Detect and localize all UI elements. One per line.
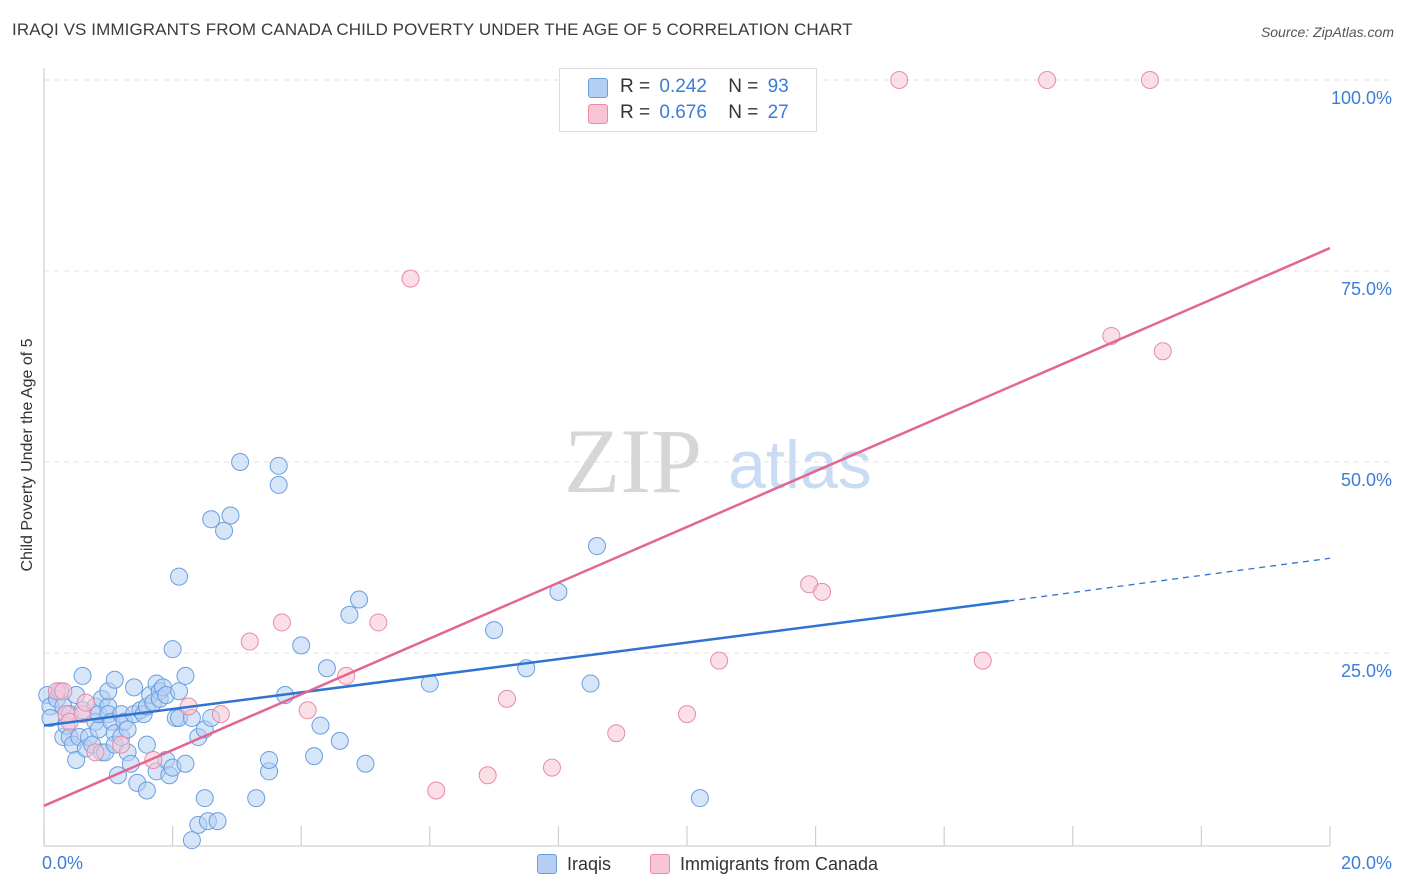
point-iraqis: [690, 789, 709, 808]
point-iraqis: [350, 590, 369, 609]
point-canada: [112, 735, 131, 754]
watermark: ZIP atlas: [564, 410, 872, 512]
point-canada: [401, 269, 420, 288]
point-canada: [76, 693, 95, 712]
point-canada: [211, 705, 230, 724]
trendline-canada: [43, 246, 1331, 807]
point-iraqis: [330, 731, 349, 750]
point-canada: [607, 724, 626, 743]
point-canada: [1140, 71, 1159, 89]
point-iraqis: [317, 659, 336, 678]
legend-r-label: R =: [620, 102, 651, 123]
point-canada: [542, 758, 561, 777]
point-canada: [1153, 342, 1172, 361]
point-iraqis: [221, 506, 240, 525]
legend-swatch-pink: [588, 104, 608, 124]
y-tick-label: 50.0%: [1341, 470, 1392, 490]
gridlines: [44, 79, 1390, 654]
point-canada: [973, 651, 992, 670]
trendline-iraqis: [43, 599, 1009, 727]
point-iraqis: [305, 747, 324, 766]
point-canada: [1038, 71, 1057, 89]
point-iraqis: [231, 453, 250, 471]
point-iraqis: [170, 567, 189, 586]
point-iraqis: [176, 754, 195, 773]
point-iraqis: [587, 537, 606, 556]
legend-n-value: 27: [767, 102, 789, 123]
y-tick-label: 100.0%: [1331, 88, 1392, 108]
source-label: Source: ZipAtlas.com: [1260, 24, 1394, 40]
trendline-iraqis-extension: [1008, 557, 1331, 602]
point-canada: [240, 632, 259, 651]
chart-title: IRAQI VS IMMIGRANTS FROM CANADA CHILD PO…: [12, 20, 853, 39]
point-canada: [678, 705, 696, 724]
legend-n-value: 93: [767, 76, 789, 97]
points-iraqis: [38, 453, 709, 850]
point-iraqis: [269, 456, 288, 475]
watermark-zip: ZIP: [564, 410, 702, 512]
legend-n-label: N =: [728, 102, 759, 123]
point-canada: [54, 682, 73, 701]
tick-labels: 25.0% 50.0% 75.0% 100.0% 0.0% 20.0%: [42, 88, 1392, 873]
point-iraqis: [137, 781, 156, 800]
points-canada: [47, 71, 1172, 800]
point-iraqis: [118, 720, 137, 739]
point-iraqis: [208, 812, 227, 831]
point-iraqis: [176, 666, 195, 685]
point-iraqis: [137, 735, 156, 754]
point-canada: [813, 582, 832, 601]
point-iraqis: [67, 750, 86, 769]
point-iraqis: [215, 521, 234, 540]
legend-n-label: N =: [728, 76, 759, 97]
point-iraqis: [195, 789, 214, 808]
bottom-legend-canada: Immigrants from Canada: [650, 852, 878, 876]
point-canada: [272, 613, 291, 632]
correlation-legend: R = 0.242 N = 93 R = 0.676 N = 27: [559, 68, 817, 132]
point-iraqis: [247, 789, 266, 808]
point-iraqis: [125, 678, 144, 697]
bottom-legend-iraqis: Iraqis: [537, 852, 611, 876]
y-tick-label: 75.0%: [1341, 279, 1392, 299]
bottom-legend-label: Immigrants from Canada: [680, 853, 879, 874]
point-iraqis: [581, 674, 600, 693]
point-canada: [298, 701, 317, 720]
point-canada: [369, 613, 388, 632]
point-iraqis: [260, 750, 279, 769]
trendlines: [43, 246, 1331, 807]
legend-swatch-blue: [588, 78, 608, 98]
point-iraqis: [202, 510, 221, 529]
point-iraqis: [73, 666, 92, 685]
point-canada: [710, 651, 729, 670]
point-iraqis: [163, 640, 182, 659]
x-tick-label-min: 0.0%: [42, 853, 83, 873]
point-canada: [427, 781, 446, 800]
point-iraqis: [170, 682, 189, 701]
point-canada: [497, 689, 516, 708]
point-iraqis: [182, 831, 201, 850]
legend-r-label: R =: [620, 76, 651, 97]
bottom-legend-swatch-blue: [537, 854, 557, 874]
legend-r-value: 0.676: [659, 102, 707, 123]
bottom-legend-label: Iraqis: [567, 853, 612, 874]
bottom-legend-swatch-pink: [650, 854, 670, 874]
point-iraqis: [292, 636, 311, 655]
point-iraqis: [105, 670, 124, 689]
point-canada: [86, 743, 105, 762]
point-iraqis: [311, 716, 330, 735]
legend-r-value: 0.242: [659, 76, 707, 97]
watermark-atlas: atlas: [728, 427, 872, 503]
point-iraqis: [269, 475, 288, 494]
point-iraqis: [356, 754, 375, 773]
point-iraqis: [485, 621, 504, 640]
point-iraqis: [340, 605, 359, 624]
y-tick-label: 25.0%: [1341, 661, 1392, 681]
point-canada: [890, 71, 909, 89]
axes: [43, 68, 1331, 847]
point-canada: [478, 766, 497, 785]
x-tick-label-max: 20.0%: [1341, 853, 1392, 873]
